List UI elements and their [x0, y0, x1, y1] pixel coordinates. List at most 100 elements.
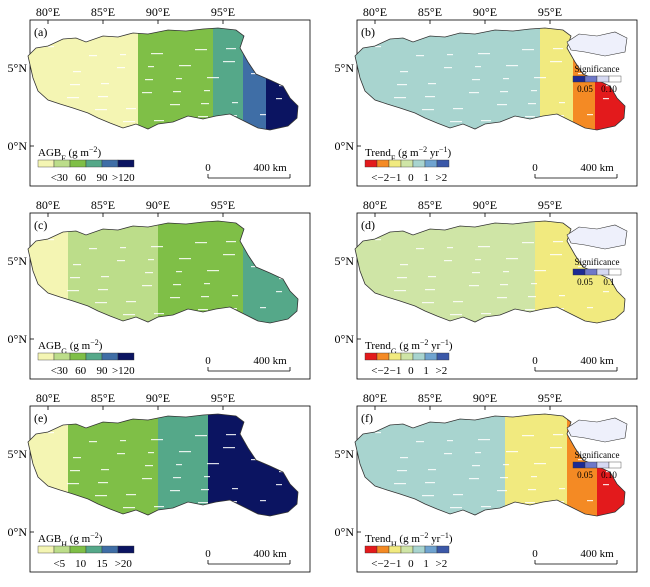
panel-label: (c): [34, 218, 47, 232]
significance-swatch: [608, 461, 622, 469]
legend-label: >2: [436, 172, 448, 184]
legend-swatch: [424, 159, 438, 168]
legend-swatch: [85, 352, 103, 361]
latitude-label: 35°N: [335, 447, 354, 461]
legend-label: 0: [408, 172, 414, 184]
legend-label: −1: [390, 558, 402, 570]
significance-swatch: [584, 75, 598, 83]
map-frame: [356, 212, 638, 380]
significance-swatch: [596, 75, 610, 83]
region-outline: [27, 27, 299, 131]
legend-swatch: [436, 352, 450, 361]
scale-end: 400 km: [253, 548, 287, 560]
scale-bar: 0 400 km: [532, 355, 618, 372]
latitude-label: 35°N: [335, 61, 354, 75]
longitude-label: 90°E: [473, 6, 497, 19]
map-panel-b: 80°E 85°E 90°E 95°E 35°N 30°N (b) Significance 0…: [329, 5, 640, 201]
significance-swatch: [572, 268, 586, 276]
legend-swatch: [117, 352, 135, 361]
map-frame: [29, 19, 311, 187]
legend-label: 10: [75, 558, 87, 570]
scale-start: 0: [205, 162, 211, 174]
map-panel-a: 80°E85°E90°E95°E35°N30°N(a)AGBF (g m−2)<…: [2, 5, 313, 201]
legend-label: −1: [390, 365, 402, 377]
significance-inset: Significance 0.05 0.10: [566, 417, 628, 480]
legend-swatch: [376, 159, 390, 168]
latitude-label: 35°N: [335, 254, 354, 268]
map-panel-e: 80°E85°E90°E95°E35°N30°N(e)AGBH (g m−2)<…: [2, 391, 313, 587]
legend-label: >20: [115, 558, 133, 570]
legend-swatch: [53, 352, 71, 361]
legend-title: AGBH (g m−2): [38, 531, 103, 549]
map-panel-c: 80°E85°E90°E95°E35°N30°N(c)AGBG (g m−2)<…: [2, 198, 313, 394]
legend-swatch: [436, 159, 450, 168]
legend-swatch: [53, 545, 71, 554]
latitude-label: 30°N: [335, 332, 354, 346]
longitude-label: 85°E: [91, 392, 115, 405]
significance-label: 0.05: [577, 470, 593, 480]
legend-swatch: [85, 545, 103, 554]
longitude-label: 90°E: [473, 199, 497, 212]
latitude-label: 35°N: [8, 447, 27, 461]
legend-label: 0: [408, 558, 414, 570]
legend-swatch: [388, 352, 402, 361]
map-svg-e: 80°E85°E90°E95°E35°N30°N(e)AGBH (g m−2)<…: [2, 391, 311, 573]
legend-label: >120: [112, 172, 135, 184]
longitude-label: 95°E: [211, 199, 235, 212]
legend-swatch: [376, 545, 390, 554]
region-outline: [354, 220, 626, 324]
scale-start: 0: [205, 355, 211, 367]
region-outline: [354, 27, 626, 131]
longitude-label: 80°E: [36, 392, 60, 405]
longitude-label: 90°E: [473, 392, 497, 405]
scale-start: 0: [205, 548, 211, 560]
legend-title: AGBG (g m−2): [38, 338, 103, 356]
region-outline: [27, 413, 299, 517]
significance-inset: Significance 0.05 0.1: [566, 224, 628, 287]
latitude-label: 30°N: [8, 139, 27, 153]
legend-label: −1: [390, 172, 402, 184]
significance-title: Significance: [575, 257, 620, 267]
legend-swatch: [400, 159, 414, 168]
longitude-label: 95°E: [211, 6, 235, 19]
legend-label: 60: [75, 172, 87, 184]
longitude-label: 95°E: [211, 392, 235, 405]
longitude-label: 85°E: [418, 199, 442, 212]
legend-swatch: [117, 545, 135, 554]
legend-swatch: [412, 352, 426, 361]
legend-label: 1: [423, 172, 429, 184]
panel-label: (b): [361, 25, 375, 39]
map-panel-d: 80°E 85°E 90°E 95°E 35°N 30°N (d) Significance 0…: [329, 198, 640, 394]
scale-bar: 0 400 km: [205, 162, 291, 179]
map-frame: [356, 19, 638, 187]
legend-label: 60: [75, 365, 87, 377]
significance-title: Significance: [575, 64, 620, 74]
map-svg-c: 80°E85°E90°E95°E35°N30°N(c)AGBG (g m−2)<…: [2, 198, 311, 380]
significance-label: 0.05: [577, 84, 593, 94]
latitude-label: 35°N: [8, 254, 27, 268]
map-svg-b: 80°E 85°E 90°E 95°E 35°N 30°N (b) Significance 0…: [329, 5, 638, 187]
legend-swatch: [69, 545, 87, 554]
legend-label: >2: [436, 365, 448, 377]
longitude-label: 80°E: [363, 199, 387, 212]
legend-swatch: [400, 352, 414, 361]
legend-colorbar: <−2 −1 0 1 >2: [364, 352, 450, 377]
panel-label: (d): [361, 218, 375, 232]
legend-swatch: [364, 352, 378, 361]
scale-bar: 0 400 km: [532, 162, 618, 179]
longitude-label: 95°E: [538, 392, 562, 405]
legend-label: <−2: [371, 365, 389, 377]
scale-start: 0: [532, 548, 538, 560]
longitude-label: 90°E: [146, 199, 170, 212]
significance-label: 0.10: [601, 84, 617, 94]
legend-colorbar: <−2 −1 0 1 >2: [364, 159, 450, 184]
legend-swatch: [376, 352, 390, 361]
longitude-label: 85°E: [91, 6, 115, 19]
scale-end: 400 km: [580, 548, 614, 560]
legend-swatch: [364, 159, 378, 168]
longitude-label: 80°E: [363, 6, 387, 19]
region-outline: [27, 220, 299, 324]
legend-colorbar: <30 60 90 >120: [37, 159, 135, 184]
longitude-label: 95°E: [538, 6, 562, 19]
significance-swatch: [608, 268, 622, 276]
